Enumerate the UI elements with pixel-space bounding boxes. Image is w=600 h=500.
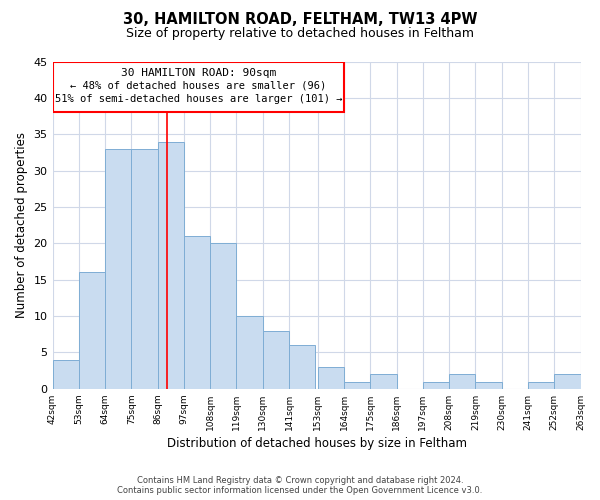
Bar	[423, 382, 449, 389]
Bar	[53, 62, 344, 112]
Text: Size of property relative to detached houses in Feltham: Size of property relative to detached ho…	[126, 28, 474, 40]
Bar	[210, 244, 236, 389]
Bar	[79, 272, 105, 389]
Bar	[318, 367, 344, 389]
Text: 30, HAMILTON ROAD, FELTHAM, TW13 4PW: 30, HAMILTON ROAD, FELTHAM, TW13 4PW	[123, 12, 477, 28]
Bar	[53, 360, 79, 389]
Bar	[344, 382, 370, 389]
Bar	[475, 382, 502, 389]
Bar	[236, 316, 263, 389]
Bar	[289, 345, 316, 389]
Text: 30 HAMILTON ROAD: 90sqm: 30 HAMILTON ROAD: 90sqm	[121, 68, 276, 78]
Bar	[105, 149, 131, 389]
Bar	[184, 236, 210, 389]
Text: Contains HM Land Registry data © Crown copyright and database right 2024.
Contai: Contains HM Land Registry data © Crown c…	[118, 476, 482, 495]
Text: ← 48% of detached houses are smaller (96): ← 48% of detached houses are smaller (96…	[70, 80, 326, 90]
Bar	[554, 374, 581, 389]
Bar	[449, 374, 475, 389]
Bar	[528, 382, 554, 389]
Bar	[263, 330, 289, 389]
Bar	[158, 142, 184, 389]
Bar	[131, 149, 158, 389]
Text: 51% of semi-detached houses are larger (101) →: 51% of semi-detached houses are larger (…	[55, 94, 342, 104]
Bar	[370, 374, 397, 389]
Y-axis label: Number of detached properties: Number of detached properties	[15, 132, 28, 318]
X-axis label: Distribution of detached houses by size in Feltham: Distribution of detached houses by size …	[167, 437, 467, 450]
